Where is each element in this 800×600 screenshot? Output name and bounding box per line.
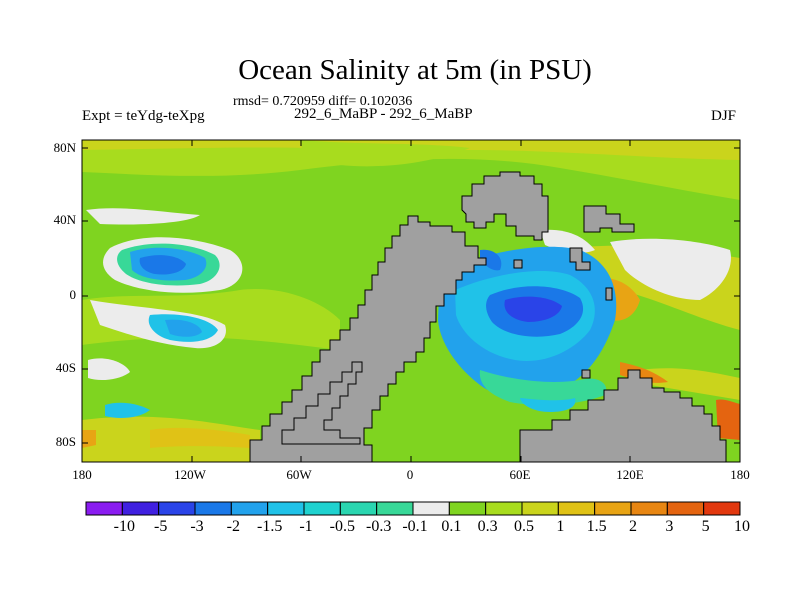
colorbar-box	[448, 501, 487, 516]
salinity-band	[504, 296, 562, 322]
salinity-band	[610, 238, 731, 300]
colorbar-label: -0.1	[402, 518, 428, 535]
colorbar-label: -5	[153, 518, 168, 535]
colorbar-label: -3	[190, 518, 204, 535]
lon-label-120e: 120E	[616, 467, 644, 482]
lon-label-60w: 60W	[286, 467, 312, 482]
colorbar-label: 10	[734, 518, 750, 535]
land-islands	[513, 259, 523, 269]
lat-label-80s: 80S	[55, 434, 76, 449]
map-ticks	[81, 140, 741, 462]
colorbar-label: 2	[629, 518, 637, 535]
land-southeast	[519, 369, 727, 462]
lon-label-0: 0	[406, 467, 414, 482]
colorbar-box	[339, 501, 378, 516]
colorbar-label: -1.5	[256, 518, 283, 535]
colorbar-box	[158, 501, 196, 516]
colorbar-box	[194, 501, 232, 516]
colorbar-box	[594, 501, 632, 516]
land-southern	[281, 361, 363, 445]
colorbar-label: 0.1	[441, 518, 462, 535]
colorbar-label: 0.5	[514, 518, 534, 535]
colorbar-label: -0.5	[329, 518, 355, 535]
land-islands	[569, 247, 591, 271]
land-americas	[249, 215, 487, 462]
salinity-band	[82, 140, 740, 200]
colorbar-label: 0.3	[477, 518, 498, 535]
stats-text: rmsd= 0.720959 diff= 0.102036	[233, 94, 413, 109]
salinity-band	[480, 249, 502, 271]
lat-label-40s: 40S	[55, 360, 76, 375]
land-africa-eurasia	[461, 171, 549, 241]
colorbar-label: 5	[701, 518, 710, 535]
colorbar-label: -10	[113, 518, 135, 535]
colorbar-box	[485, 501, 523, 516]
difference-label: 292_6_MaBP - 292_6_MaBP	[294, 106, 473, 122]
land-mask	[249, 171, 727, 462]
colorbar-box	[376, 501, 414, 516]
land-islands	[581, 369, 591, 379]
salinity-band	[86, 208, 200, 225]
lon-label-120w: 120W	[174, 467, 206, 482]
colorbar-box	[630, 501, 668, 516]
lon-label-180e: 180	[730, 467, 750, 482]
colorbar-box	[666, 501, 705, 516]
colorbar-label: -2	[226, 518, 240, 535]
lon-label-60e: 60E	[509, 467, 531, 482]
salinity-band	[82, 430, 96, 448]
colorbar-box	[303, 501, 341, 516]
colorbar-box	[121, 501, 160, 516]
salinity-band	[139, 255, 186, 275]
salinity-band	[520, 398, 576, 412]
land-africa-eurasia	[583, 205, 635, 233]
salinity-band	[640, 368, 740, 400]
salinity-band	[88, 358, 130, 380]
lon-label-180w: 180	[72, 467, 92, 482]
lat-label-0: 0	[69, 287, 77, 302]
colorbar-box	[230, 501, 269, 516]
salinity-band	[300, 140, 470, 167]
colorbar	[85, 501, 741, 516]
colorbar-label: 1.5	[586, 518, 607, 535]
colorbar-box	[85, 501, 123, 516]
colorbar-box	[557, 501, 596, 516]
colorbar-box	[521, 501, 559, 516]
lat-label-40n: 40N	[53, 212, 76, 227]
salinity-band	[165, 319, 202, 337]
colorbar-box	[267, 501, 305, 516]
experiment-label: Expt = teYdg-teXpg	[82, 108, 205, 124]
colorbar-box	[412, 501, 450, 516]
salinity-band	[150, 427, 250, 448]
colorbar-label: 1	[556, 518, 565, 535]
land-islands	[605, 287, 613, 301]
salinity-band	[479, 370, 607, 406]
colorbar-label: -1	[299, 518, 313, 535]
colorbar-box	[703, 501, 741, 516]
colorbar-label: -0.3	[365, 518, 392, 535]
map-title: Ocean Salinity at 5m (in PSU)	[238, 54, 592, 86]
season-label: DJF	[711, 108, 737, 124]
colorbar-label: 3	[665, 518, 674, 535]
lat-label-80n: 80N	[53, 140, 76, 155]
salinity-band	[82, 140, 740, 160]
salinity-band	[105, 402, 150, 418]
salinity-band	[716, 399, 740, 440]
